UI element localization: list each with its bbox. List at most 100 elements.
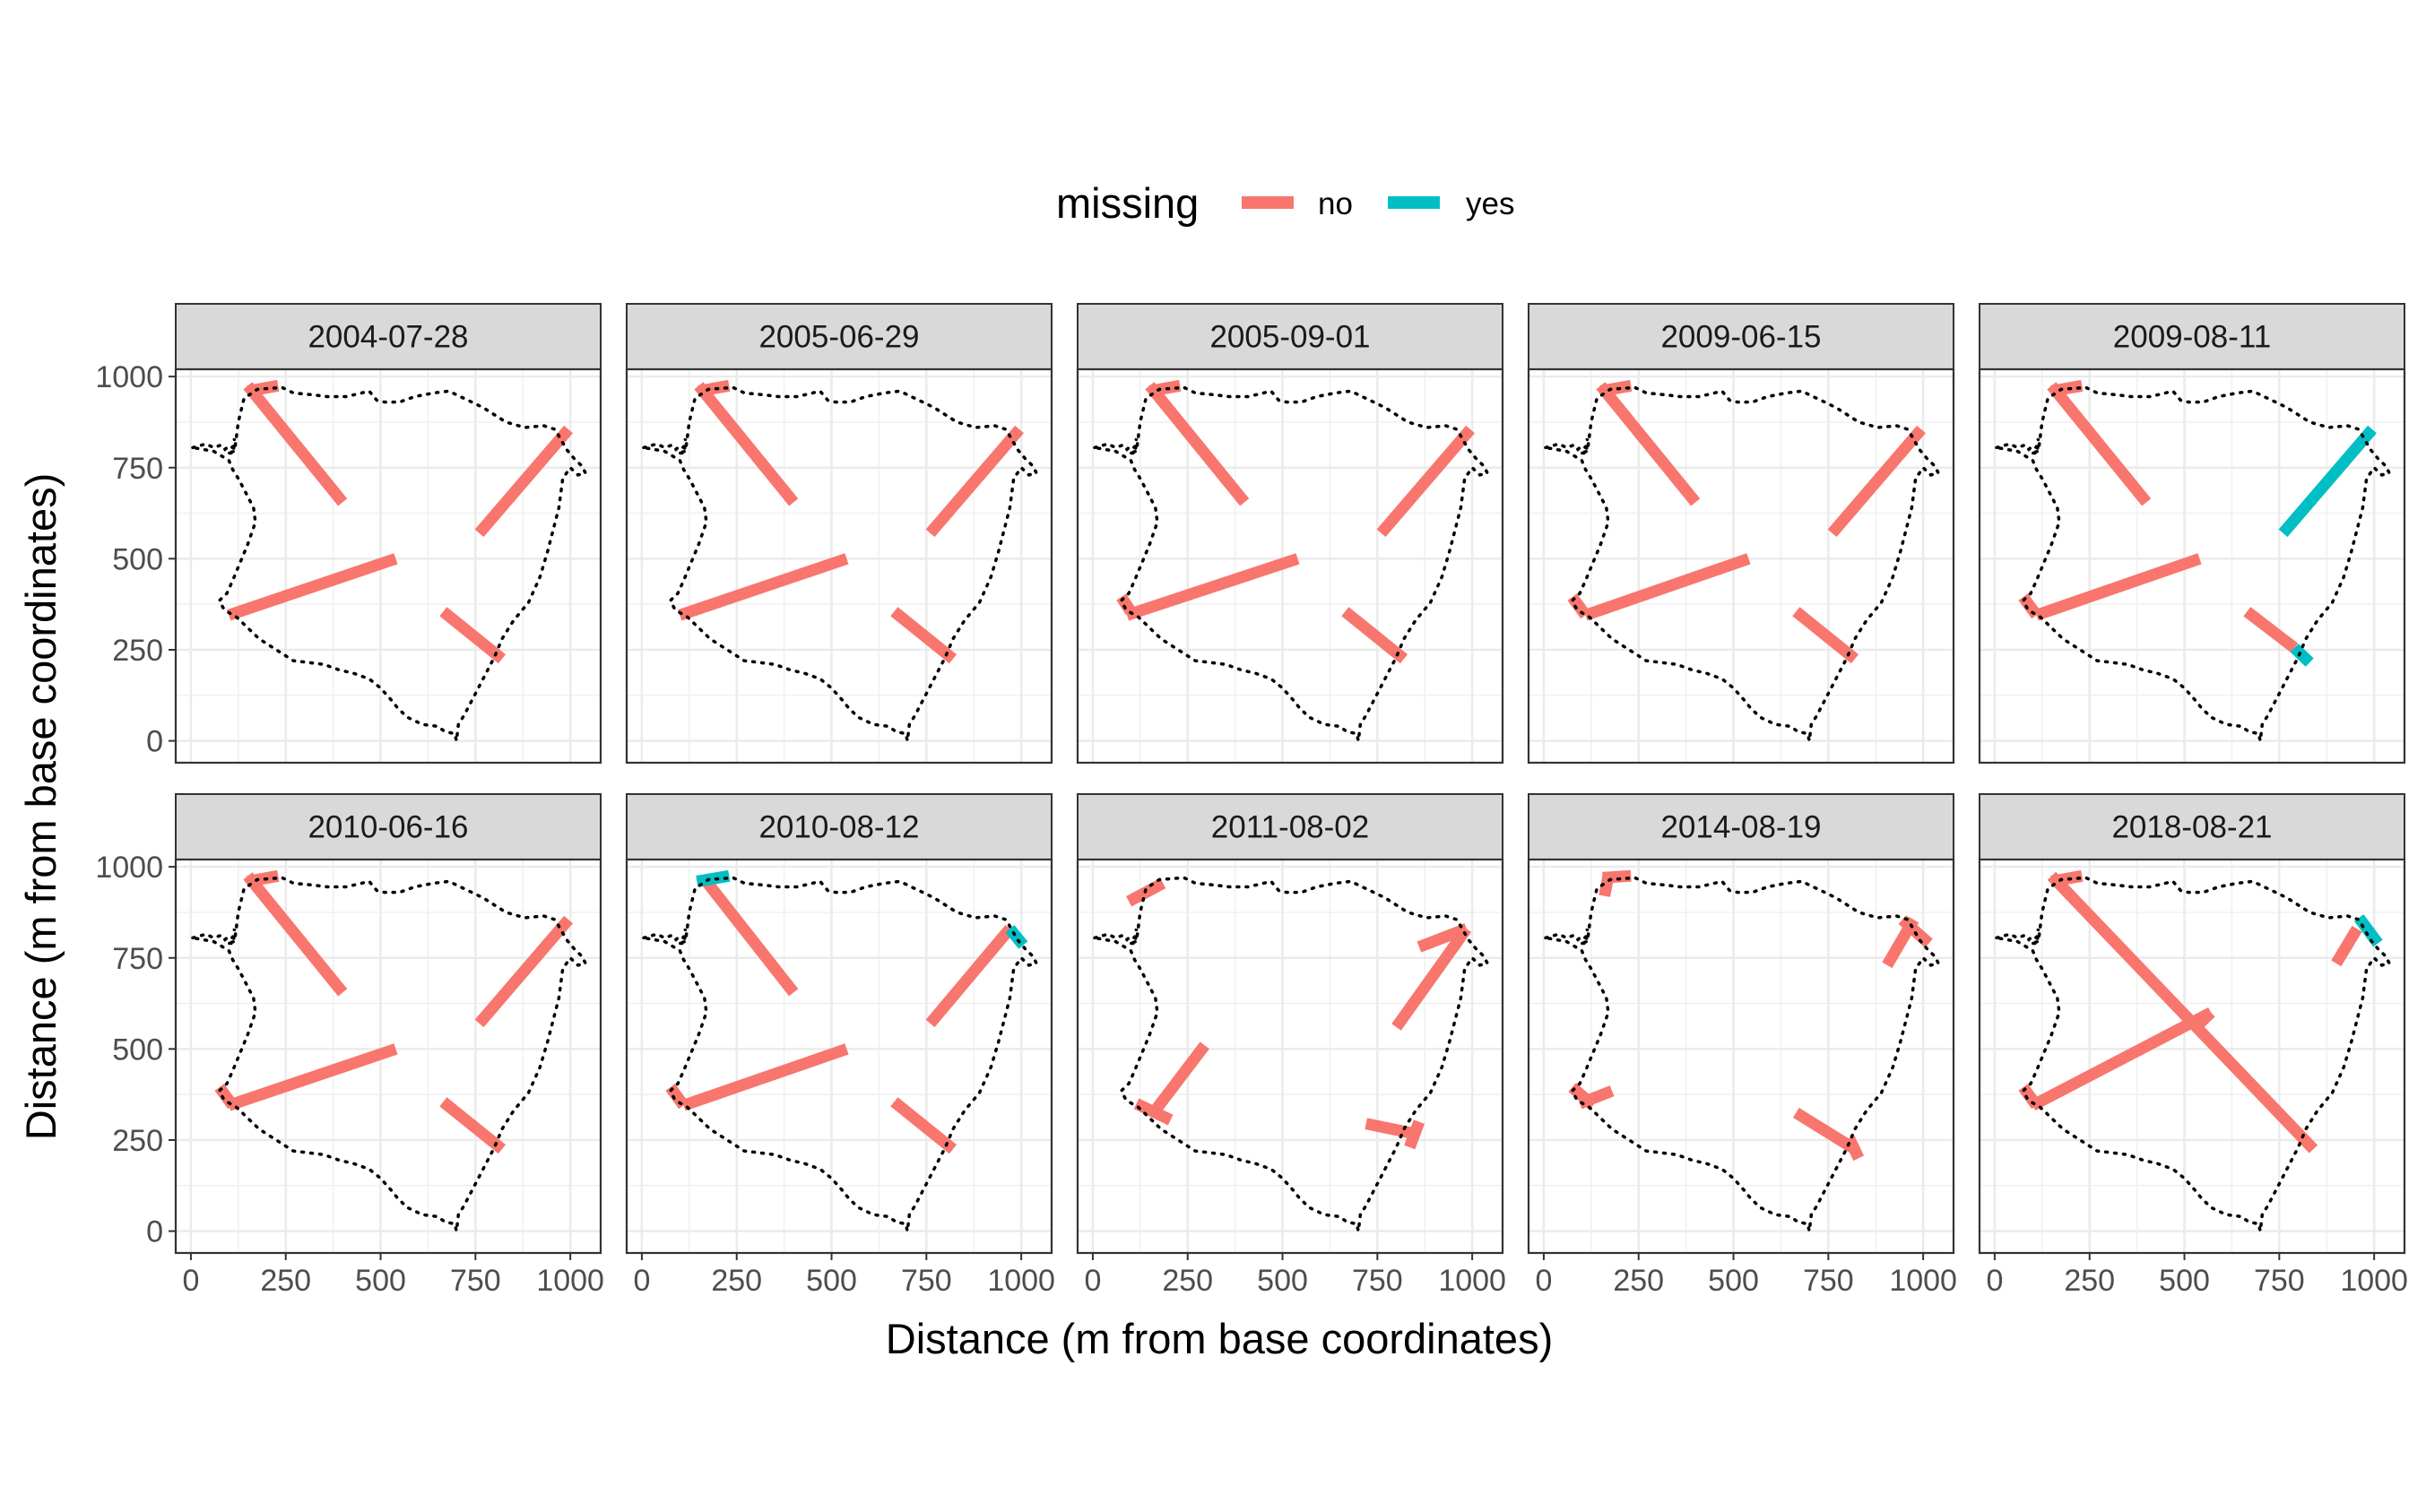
transect-line-no xyxy=(2047,871,2318,1153)
facet-strip-label: 2009-08-11 xyxy=(2113,320,2271,355)
x-tick-label: 1000 xyxy=(536,1264,604,1298)
transect-line-no xyxy=(1599,379,1633,397)
panel-border xyxy=(1527,858,1955,1255)
y-tick-label: 750 xyxy=(112,452,163,486)
panel-background xyxy=(1078,860,1503,1253)
legend: missing no yes xyxy=(1056,179,1514,227)
transect-line-no xyxy=(701,877,799,997)
y-tick-label: 1000 xyxy=(95,851,163,885)
panel-border xyxy=(1076,367,1504,765)
facet-panel: 2018-08-21 0 250 500 750 1000 xyxy=(1978,793,2408,1298)
transect-line-no xyxy=(474,425,573,538)
glacier-boundary xyxy=(191,876,588,1232)
x-tick-label: 250 xyxy=(1162,1264,1213,1298)
y-tick-label: 1000 xyxy=(95,360,163,394)
legend-label-no: no xyxy=(1318,186,1353,221)
transect-line-yes xyxy=(696,869,731,887)
glacier-boundary xyxy=(1995,876,2392,1232)
transect-line-no xyxy=(1376,425,1475,538)
facet-panel: 2009-08-11 xyxy=(1978,303,2406,765)
x-tick-label: 750 xyxy=(901,1264,952,1298)
y-axis-title: Distance (m from base coordinates) xyxy=(17,473,65,1140)
facet-strip xyxy=(1077,793,1503,860)
facet-strip xyxy=(1528,793,1954,860)
transect-line-no xyxy=(1341,607,1408,664)
facet-strip xyxy=(1528,303,1954,370)
facet-panel: 2011-08-02 0 250 500 750 1000 xyxy=(1076,793,1506,1298)
x-tick-label: 0 xyxy=(1535,1264,1552,1298)
x-tick-label: 750 xyxy=(1803,1264,1854,1298)
transect-line-no xyxy=(2034,553,2202,621)
transect-line-no xyxy=(1133,1098,1174,1126)
facet-strip xyxy=(1979,303,2405,370)
x-tick-label: 500 xyxy=(1708,1264,1759,1298)
panel-border xyxy=(1978,858,2406,1255)
y-tick-label: 0 xyxy=(146,725,163,759)
transect-line-yes xyxy=(2278,425,2377,538)
facet-panel: 2009-06-15 xyxy=(1527,303,1955,765)
transect-line-no xyxy=(1827,425,1926,538)
transect-line-no xyxy=(2191,1008,2215,1032)
x-tick-label: 1000 xyxy=(1438,1264,1506,1298)
facet-panel: 2005-09-01 xyxy=(1076,303,1504,765)
transect-line-no xyxy=(2050,869,2084,887)
x-tick-label: 250 xyxy=(711,1264,762,1298)
facet-strip-label: 2005-09-01 xyxy=(1209,320,1370,355)
glacier-boundary xyxy=(1093,876,1490,1232)
transect-line-no xyxy=(243,872,348,997)
x-tick-label: 0 xyxy=(1986,1264,2003,1298)
transect-line-no xyxy=(243,382,348,506)
glacier-boundary xyxy=(1544,876,1941,1232)
facet-panel: 2005-06-29 xyxy=(625,303,1053,765)
facet-strip-label: 2010-08-12 xyxy=(758,810,919,845)
transect-line-no xyxy=(1843,1136,1865,1162)
glacier-boundary xyxy=(642,385,1039,742)
transect-line-no xyxy=(439,1097,507,1154)
transect-line-no xyxy=(2047,382,2152,506)
facet-panel: 2014-08-19 0 250 500 750 1000 xyxy=(1527,793,1957,1298)
transect-line-no xyxy=(890,607,957,664)
transect-line-no xyxy=(2243,607,2299,653)
y-tick-label: 500 xyxy=(112,542,163,576)
transect-line-no xyxy=(227,553,398,621)
x-tick-label: 500 xyxy=(806,1264,857,1298)
facet-strip-label: 2009-06-15 xyxy=(1660,320,1821,355)
panel-background xyxy=(1529,860,1954,1253)
x-tick-label: 250 xyxy=(260,1264,311,1298)
transect-line-no xyxy=(439,607,507,664)
transect-line-no xyxy=(1404,1119,1425,1150)
transect-line-no xyxy=(681,1043,849,1111)
y-tick-label: 250 xyxy=(112,634,163,668)
transect-line-no xyxy=(2331,925,2362,967)
panel-border xyxy=(625,367,1053,765)
facet-strip xyxy=(1077,303,1503,370)
legend-title: missing xyxy=(1056,179,1199,227)
facet-strip-label: 2018-08-21 xyxy=(2111,810,2272,845)
y-tick-label: 750 xyxy=(112,942,163,976)
transect-line-no xyxy=(227,1043,398,1111)
transect-line-no xyxy=(1417,923,1469,953)
transect-line-no xyxy=(1148,379,1182,397)
transect-line-yes xyxy=(1005,925,1028,949)
transect-line-no xyxy=(1577,1085,1615,1110)
facet-strip-label: 2014-08-19 xyxy=(1660,810,1821,845)
x-tick-label: 500 xyxy=(2159,1264,2210,1298)
x-tick-label: 750 xyxy=(450,1264,501,1298)
legend-label-yes: yes xyxy=(1466,186,1514,221)
facet-strip-label: 2010-06-16 xyxy=(308,810,468,845)
x-tick-label: 500 xyxy=(1257,1264,1308,1298)
transect-line-no xyxy=(1792,607,1859,664)
transect-line-no xyxy=(1145,382,1250,506)
transect-line-no xyxy=(1596,382,1701,506)
transect-line-no xyxy=(1599,875,1615,897)
panel-border xyxy=(1527,367,1955,765)
glacier-boundary xyxy=(1544,385,1941,742)
facet-panel: 2010-06-16 0 250 500 750 1000 0 250 500 750 1000 xyxy=(95,793,604,1298)
x-tick-label: 250 xyxy=(2064,1264,2115,1298)
y-tick-label: 500 xyxy=(112,1032,163,1067)
panel-background xyxy=(1980,860,2404,1253)
transect-line-no xyxy=(474,915,573,1028)
transect-line-no xyxy=(890,1097,957,1154)
facet-panel: 2010-08-12 0 250 500 750 1000 xyxy=(625,793,1055,1298)
